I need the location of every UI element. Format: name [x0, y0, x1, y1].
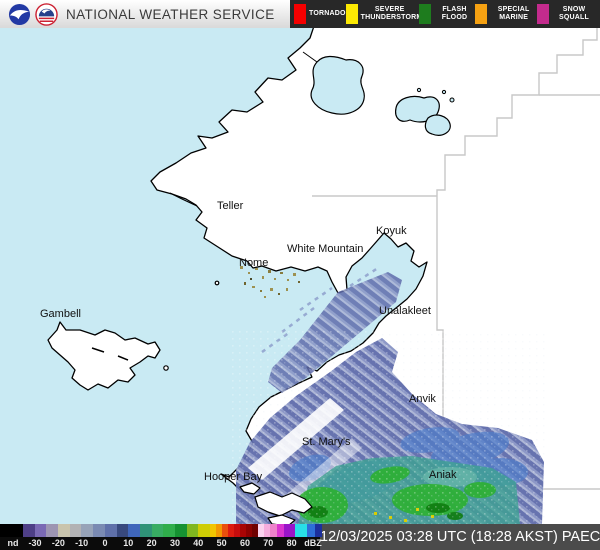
- colorbar-segment: [258, 524, 264, 537]
- colorbar-tick-label: 40: [193, 538, 204, 548]
- warning-label: TORNADO: [309, 9, 346, 17]
- colorbar-tick-label: -10: [75, 538, 89, 548]
- agency-title: NATIONAL WEATHER SERVICE: [66, 6, 275, 22]
- lakes: [395, 87, 455, 136]
- colorbar-segment: [128, 524, 140, 537]
- bottom-bar: nd -30 -20 -10 0 10 20 30 40 50 60 70 80 dBZ 12/03/20…: [0, 524, 600, 550]
- colorbar-segment: [246, 524, 252, 537]
- colorbar-tick-label: 60: [239, 538, 250, 548]
- warning-swatch-icon: [537, 4, 550, 24]
- colorbar-segment: [307, 524, 315, 537]
- colorbar-segment: [216, 524, 222, 537]
- warning-label: SEVERE THUNDERSTORM: [360, 5, 423, 21]
- place-label-hooper-bay: Hooper Bay: [204, 471, 263, 483]
- noaa-logo: [8, 3, 31, 25]
- colorbar-segment: [270, 524, 277, 537]
- colorbar-segment: [0, 524, 23, 537]
- colorbar-segment: [117, 524, 128, 537]
- colorbar-segment: [187, 524, 198, 537]
- colorbar-segment: [277, 524, 284, 537]
- colorbar-tick-label: 30: [169, 538, 180, 548]
- place-label-white-mountain: White Mountain: [287, 243, 364, 255]
- warning-label: SNOW SQUALL: [559, 5, 590, 21]
- colorbar-segment: [240, 524, 246, 537]
- colorbar-segment: [210, 524, 216, 537]
- colorbar-segment: [70, 524, 81, 537]
- warning-item-tornado: TORNADO: [294, 4, 346, 24]
- colorbar-segment: [152, 524, 163, 537]
- colorbar-tick-label: 70: [263, 538, 274, 548]
- small-island: [214, 280, 220, 286]
- colorbar-segment: [198, 524, 210, 537]
- colorbar-tick-label: 50: [216, 538, 227, 548]
- colorbar-segment: [58, 524, 70, 537]
- nws-logo: [35, 2, 58, 26]
- colorbar-segment: [105, 524, 117, 537]
- colorbar-tick-label: 20: [146, 538, 157, 548]
- colorbar-segment: [295, 524, 307, 537]
- place-label-unalakleet: Unalakleet: [379, 305, 431, 317]
- header-bar: NATIONAL WEATHER SERVICE TORNADO SEVERE T…: [0, 0, 600, 28]
- place-label-teller: Teller: [217, 200, 244, 212]
- colorbar-segment: [81, 524, 93, 537]
- warning-item-severe-thunderstorm: SEVERE THUNDERSTORM: [345, 4, 423, 24]
- colorbar-segment: [222, 524, 228, 537]
- st-lawrence-island: [47, 321, 161, 391]
- timestamp: 12/03/2025 03:28 UTC (18:28 AKST) PAEC: [320, 524, 600, 550]
- colorbar-segment: [140, 524, 152, 537]
- colorbar-segment: [163, 524, 175, 537]
- delta-islets: [239, 482, 313, 527]
- place-label-gambell: Gambell: [40, 308, 81, 320]
- colorbar-tick-label: nd: [7, 538, 19, 548]
- place-label-koyuk: Koyuk: [376, 225, 407, 237]
- colorbar-tick-label: 0: [102, 538, 108, 548]
- place-label-aniak: Aniak: [429, 469, 457, 481]
- colorbar-segment: [234, 524, 240, 537]
- warning-item-snow-squall: SNOW SQUALL: [537, 4, 596, 24]
- radar-echoes: [230, 266, 545, 524]
- warning-label: FLASH FLOOD: [441, 5, 468, 21]
- colorbar-segment: [35, 524, 46, 537]
- small-island: [163, 365, 169, 371]
- place-label-nome: Nome: [239, 257, 269, 269]
- colorbar-segment: [228, 524, 234, 537]
- radar-map-canvas: [0, 28, 600, 550]
- colorbar-unit-label: dBZ: [304, 538, 322, 548]
- colorbar-tick-label: -20: [51, 538, 65, 548]
- dbz-colorbar: nd -30 -20 -10 0 10 20 30 40 50 60 70 80 dBZ: [0, 524, 322, 550]
- colorbar-tick-label: 10: [123, 538, 134, 548]
- colorbar-segment: [93, 524, 105, 537]
- inland-bay: [310, 55, 365, 115]
- place-label-st-mary-s: St. Mary's: [302, 436, 351, 448]
- warning-item-flash-flood: FLASH FLOOD: [418, 4, 476, 24]
- warning-label: SPECIAL MARINE: [497, 5, 530, 21]
- colorbar-tick-label: 80: [286, 538, 297, 548]
- place-label-anvik: Anvik: [409, 393, 436, 405]
- colorbar-segment: [46, 524, 58, 537]
- colorbar-segment: [23, 524, 35, 537]
- radar-map: Teller Koyuk White Mountain Nome Gambell Unal…: [0, 28, 600, 550]
- warning-item-special-marine: SPECIAL MARINE: [475, 4, 537, 24]
- timestamp-text: 12/03/2025 03:28 UTC (18:28 AKST) PAEC: [320, 529, 600, 545]
- warning-legend: TORNADO SEVERE THUNDERSTORM FLASH FLOOD SPE…: [290, 0, 600, 28]
- colorbar-segment: [252, 524, 258, 537]
- colorbar-segment: [315, 524, 322, 537]
- warning-swatch-icon: [418, 4, 431, 24]
- warning-swatch-icon: [294, 4, 306, 24]
- colorbar-segment: [175, 524, 187, 537]
- colorbar-tick-label: -30: [28, 538, 42, 548]
- warning-swatch-icon: [475, 4, 488, 24]
- colorbar-segment: [264, 524, 270, 537]
- warning-swatch-icon: [345, 4, 358, 24]
- nome-ground-clutter: [240, 266, 300, 298]
- colorbar-segment: [284, 524, 295, 537]
